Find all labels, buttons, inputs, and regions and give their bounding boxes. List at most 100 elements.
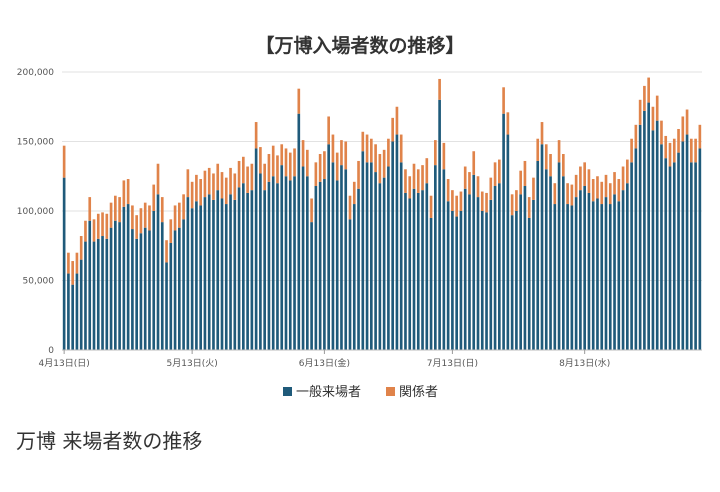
bar-general xyxy=(254,148,258,350)
bar-staff xyxy=(412,163,416,189)
bar-staff xyxy=(485,192,488,213)
bar-staff xyxy=(233,173,237,200)
bar-staff xyxy=(395,106,399,135)
bar-general xyxy=(301,166,305,350)
bar-general xyxy=(195,201,198,350)
bar-general xyxy=(574,197,578,350)
bar-general xyxy=(638,124,642,350)
bar-staff xyxy=(71,261,74,285)
bar-general xyxy=(553,204,557,350)
bar-staff xyxy=(510,194,514,216)
bar-staff xyxy=(617,179,621,202)
bar-staff xyxy=(694,138,697,163)
bar-general xyxy=(557,162,561,350)
bar-general xyxy=(515,211,518,350)
bar-general xyxy=(156,194,160,350)
bar-general xyxy=(502,113,505,350)
bar-general xyxy=(651,130,655,350)
bar-staff xyxy=(220,172,224,199)
bar-general xyxy=(685,134,689,350)
legend-label-general: 一般来場者 xyxy=(296,384,361,400)
bar-general xyxy=(182,219,185,350)
bar-general xyxy=(489,199,493,350)
visitor-chart: 【万博入場者数の推移】 0 50,000 100,000 150,000 200,000… xyxy=(17,34,702,400)
bar-general xyxy=(276,183,279,350)
bar-general xyxy=(391,141,394,350)
bar-staff xyxy=(118,197,121,223)
bar-general xyxy=(485,212,488,350)
bar-staff xyxy=(224,177,228,205)
bar-general xyxy=(468,194,471,350)
bar-staff xyxy=(335,152,339,181)
bar-staff xyxy=(540,122,544,145)
bar-general xyxy=(212,199,215,350)
bar-staff xyxy=(621,166,625,191)
bar-general xyxy=(523,185,527,350)
bar-general xyxy=(455,216,458,350)
bar-general xyxy=(472,174,476,350)
bar-general xyxy=(148,230,151,350)
bar-staff xyxy=(664,135,668,159)
bar-general xyxy=(126,204,130,350)
bar-general xyxy=(570,205,574,350)
bar-staff xyxy=(536,138,540,161)
x-tick-label: 5月13日(火) xyxy=(167,358,218,369)
bar-staff xyxy=(634,124,638,149)
bar-general xyxy=(668,166,672,350)
bar-general xyxy=(365,162,369,350)
bar-staff xyxy=(416,169,420,193)
bar-staff xyxy=(276,155,279,184)
bar-staff xyxy=(131,205,134,230)
bar-general xyxy=(438,99,441,350)
bar-general xyxy=(344,169,348,350)
bar-general xyxy=(288,180,292,350)
bar-staff xyxy=(165,240,168,263)
bar-general xyxy=(318,181,322,350)
bar-staff xyxy=(378,154,382,184)
bar-staff xyxy=(421,165,424,191)
bar-general xyxy=(604,197,608,350)
bar-staff xyxy=(297,88,301,114)
bar-general xyxy=(476,197,480,350)
bar-staff xyxy=(583,162,586,186)
bar-staff xyxy=(498,159,501,184)
bar-staff xyxy=(109,202,113,228)
bar-general xyxy=(694,162,697,350)
bar-staff xyxy=(455,195,458,217)
bar-general xyxy=(613,194,616,350)
bar-staff xyxy=(677,128,680,153)
bar-staff xyxy=(114,195,117,221)
bar-general xyxy=(224,204,228,350)
bar-general xyxy=(79,259,83,350)
bar-staff xyxy=(574,174,578,198)
bar-staff xyxy=(352,181,356,205)
bar-general xyxy=(459,211,463,350)
bar-general xyxy=(199,205,202,350)
bar-staff xyxy=(152,184,156,211)
bar-general xyxy=(374,172,377,350)
bar-general xyxy=(357,188,360,350)
bar-general xyxy=(510,215,514,350)
bar-general xyxy=(660,144,663,350)
bar-general xyxy=(335,180,339,350)
bar-general xyxy=(71,284,74,350)
bar-staff xyxy=(660,120,663,145)
bar-general xyxy=(621,190,625,350)
bar-staff xyxy=(254,122,258,149)
bar-staff xyxy=(306,149,309,177)
legend-label-staff: 関係者 xyxy=(399,385,438,400)
bar-staff xyxy=(587,169,591,193)
bar-general xyxy=(139,233,143,350)
bar-staff xyxy=(523,160,527,186)
bar-general xyxy=(178,227,181,350)
bar-general xyxy=(421,190,424,350)
bar-staff xyxy=(212,173,215,200)
bar-general xyxy=(340,165,343,350)
bar-general xyxy=(540,144,544,350)
y-tick-label: 0 xyxy=(48,346,54,356)
bar-staff xyxy=(357,160,360,189)
bar-general xyxy=(297,113,301,350)
bar-general xyxy=(105,238,109,350)
bar-staff xyxy=(690,138,693,163)
bar-staff xyxy=(340,140,343,166)
